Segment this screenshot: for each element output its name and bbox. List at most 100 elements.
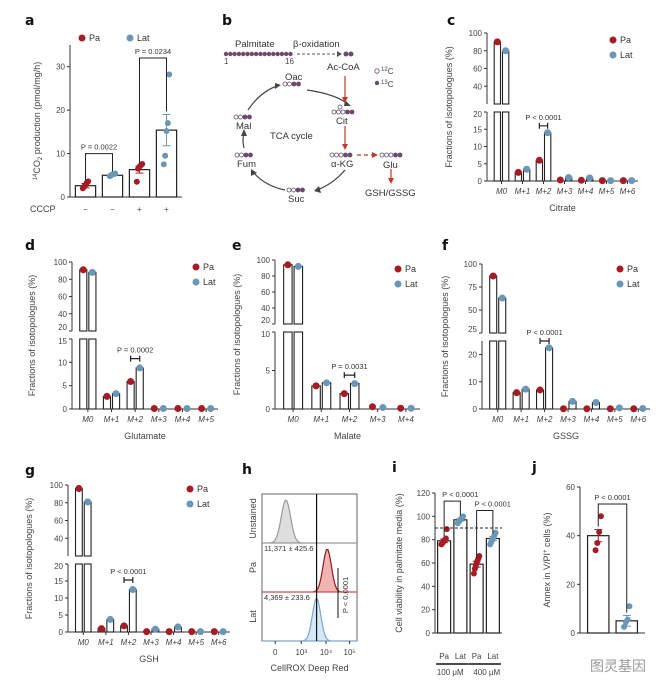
data-point-lat [502,47,510,55]
akg-carbon [338,152,344,158]
data-point-lat [219,628,227,636]
data-point-pa [368,403,376,411]
data-point-lat [323,379,331,387]
data-point-lat [351,380,359,388]
data-point-pa [340,390,348,398]
y-tick-label: 100 [50,481,64,490]
suc-carbon [295,187,301,193]
glu-carbon [388,152,394,158]
x-tick-label: M+4 [166,638,182,647]
mal-carbon [233,114,239,120]
c12-legend-label: 12C [381,67,394,76]
y-tick-label: 15 [473,125,482,134]
palmitate-carbon [241,51,246,57]
legend-lat-icon [609,51,617,59]
bar-lat [135,367,144,410]
x-tick-label: M+2 [127,415,143,424]
y-tick-label: 80 [261,272,270,281]
legend-pa-icon [609,36,617,44]
bar-lat [498,340,507,410]
x-tick-label: Pa [439,652,449,661]
palmitate-carbon [258,51,263,57]
x-tick-label: 10³ [295,648,307,657]
data-point-lat [197,628,205,636]
y-tick-label: 15 [54,577,63,586]
data-point-lat [607,177,615,185]
panel-g-chart: g 0 5 10 15 20 40 60 80 100 Fractions of isotopolo… [24,463,230,664]
x-tick-label: M+4 [398,415,414,424]
suc-carbon [286,187,292,193]
x-tick-label: M+4 [175,415,191,424]
data-point-lat [523,165,531,173]
bar-lat [501,50,510,105]
acoa-carbon [343,51,349,57]
cit-carbon [340,109,346,115]
x-tick-label: − [83,205,88,214]
legend-lat-icon [192,278,200,286]
y-tick-label: 40 [566,532,575,541]
palmitate-carbon [223,51,229,57]
x-tick-label: M+5 [599,187,615,196]
legend-pa-label: Pa [627,264,638,274]
data-point-lat [164,120,171,127]
legend-pa-icon [616,265,624,273]
y-tick-label: 10 [261,330,270,339]
data-point-pa [443,526,450,533]
significance-bracket [476,510,494,559]
p-value-label: P < 0.0001 [526,328,562,337]
data-point-lat [166,71,173,78]
y-tick-label: 30 [56,63,65,72]
y-tick-label: 5 [266,367,271,376]
mal-carbon [238,114,243,120]
x-tick-label: M+6 [620,187,636,196]
palmitate-carbon [279,51,285,57]
akg-carbon [347,152,353,158]
panel-i-chart: i 0 20 40 60 80 100 120 Cell viability in palmit… [392,460,511,677]
panel-label-i: i [392,460,397,476]
y-tick-label: 0 [473,405,478,414]
data-point-pa [598,177,606,185]
x-tick-label: 0 [273,648,278,657]
y-tick-label: 40 [54,534,63,543]
palmitate-carbon [249,51,254,57]
cccp-label: CCCP [30,204,56,214]
data-point-pa [606,405,614,413]
y-tick-label: 0 [478,177,483,186]
data-point-lat [84,498,92,506]
x-tick-label: M+1 [98,638,114,647]
akg-carbon [334,152,339,158]
data-point-pa [165,628,173,636]
panel-label-e: e [232,238,242,254]
bar-pa [489,340,498,410]
y-tick-label: 40 [261,304,270,313]
data-point-lat [163,127,170,134]
fum-to-mal-arrow [242,133,245,149]
y-tick-label: 80 [58,275,67,284]
x-tick-label: M+5 [198,415,214,424]
y-tick-label: 60 [473,65,482,74]
data-point-lat [112,170,119,177]
data-point-pa [556,176,564,184]
x-tick-label: M+2 [121,638,137,647]
legend-pa-label: Pa [620,35,631,45]
mal-to-oac-arrow [247,85,278,111]
y-tick-label: 20 [54,562,63,571]
data-point-pa [97,625,105,633]
acoa-label: Ac-CoA [327,62,360,73]
glu-carbon [397,152,403,158]
y-tick-label: 40 [58,310,67,319]
legend-lat-icon [394,280,402,288]
fum-carbon [248,152,253,158]
oac-carbon [287,81,292,87]
cit-carbon [336,109,341,115]
y-tick-label: 20 [473,110,482,119]
x-tick-label: M+3 [151,415,167,424]
y-tick-label: 50 [468,306,477,315]
arrowhead-icon [314,186,321,193]
data-point-pa [442,535,449,542]
fum-label: Fum [237,159,256,170]
data-point-pa [188,628,196,636]
x-tick-label: M+2 [537,415,553,424]
legend-lat-label: Lat [197,499,210,509]
data-point-lat [160,161,167,168]
